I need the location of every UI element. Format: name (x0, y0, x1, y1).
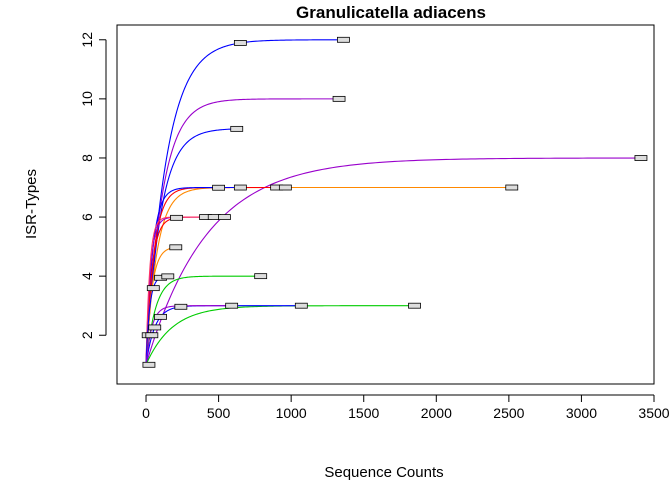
y-tick-label: 8 (79, 154, 95, 162)
series-line (145, 216, 206, 365)
series-line (145, 305, 415, 366)
data-point-marker (254, 273, 268, 280)
series-line (145, 305, 302, 365)
data-point-marker (148, 324, 162, 331)
x-tick-label: 1500 (348, 405, 379, 421)
y-tick-label: 10 (79, 91, 95, 107)
data-point-marker (233, 40, 247, 46)
x-axis: 0 500 1000 1500 2000 2500 3000 3500 (142, 394, 670, 421)
data-point-marker (161, 273, 175, 280)
data-point-marker (505, 184, 519, 191)
data-point-marker (233, 184, 247, 191)
x-tick-label: 3000 (566, 405, 597, 421)
series-line (145, 157, 641, 365)
y-axis: 2 4 6 8 10 12 (79, 32, 107, 339)
data-point-marker (332, 95, 346, 102)
y-axis-label: ISR-Types (23, 169, 40, 239)
data-point-marker (337, 36, 350, 43)
x-tick-label: 500 (207, 405, 231, 421)
data-point-marker (217, 214, 231, 220)
x-tick-label: 2000 (421, 405, 452, 421)
data-point-marker (170, 214, 183, 221)
y-tick-label: 12 (79, 32, 95, 48)
x-tick-label: 0 (142, 405, 150, 421)
data-point-marker (142, 361, 156, 368)
data-point-marker (174, 303, 188, 310)
y-tick-label: 4 (79, 272, 95, 280)
y-tick-label: 6 (79, 213, 95, 221)
data-point-marker (634, 155, 648, 161)
data-point-marker (154, 313, 167, 320)
data-point-marker (212, 184, 225, 191)
x-tick-label: 2500 (493, 405, 524, 421)
data-point-marker (408, 302, 421, 309)
x-tick-label: 3500 (638, 405, 669, 421)
x-axis-label: Sequence Counts (324, 464, 443, 480)
data-point-marker (294, 302, 308, 309)
series-line (145, 39, 344, 365)
marker-layer (141, 36, 648, 368)
data-point-marker (225, 302, 239, 309)
data-point-marker (145, 332, 159, 339)
data-point-marker (146, 285, 160, 292)
data-point-marker (230, 125, 244, 132)
y-tick-label: 2 (79, 331, 95, 339)
series-line (145, 275, 261, 365)
data-point-marker (278, 184, 292, 191)
chart-title: Granulicatella adiacens (296, 3, 486, 22)
series-layer (145, 39, 641, 366)
plot-frame (116, 24, 655, 385)
x-tick-label: 1000 (276, 405, 307, 421)
data-point-marker (169, 244, 183, 251)
